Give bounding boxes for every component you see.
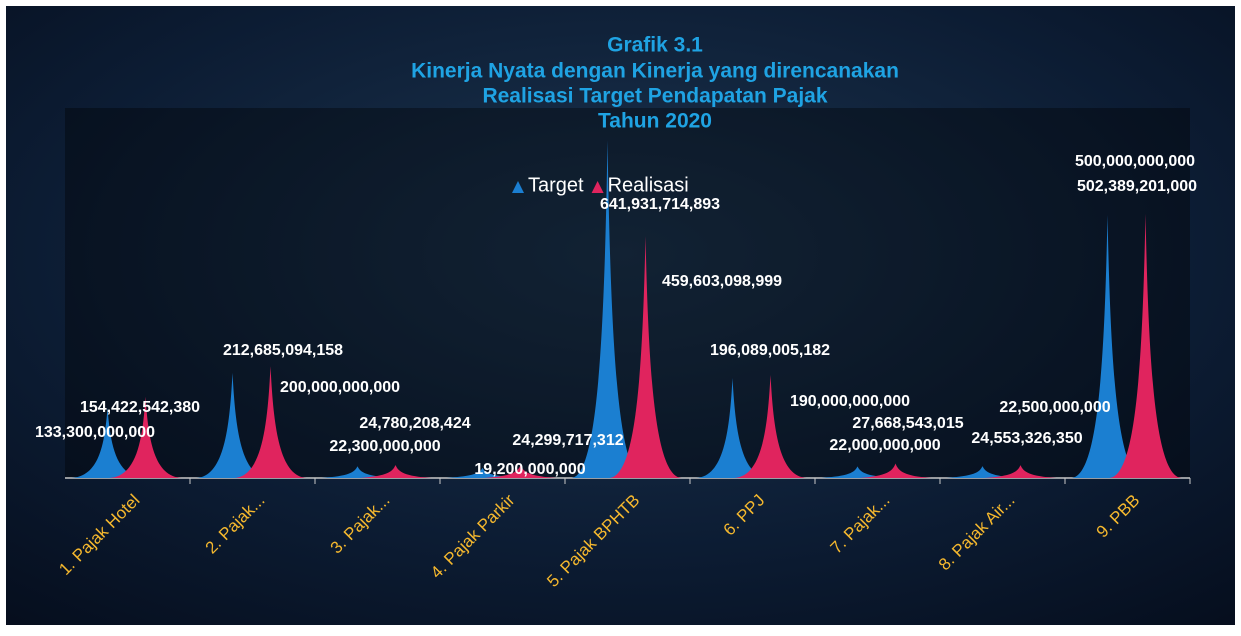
peak [1109, 213, 1182, 478]
data-label: 500,000,000,000 [1075, 153, 1195, 170]
peak [196, 372, 269, 478]
data-label: 24,553,326,350 [971, 430, 1082, 447]
legend-label: Target [528, 174, 584, 196]
peak [696, 378, 769, 478]
data-label: 22,000,000,000 [829, 437, 940, 454]
data-label: 22,500,000,000 [999, 399, 1110, 416]
data-label: 196,089,005,182 [710, 342, 830, 359]
peak [1071, 214, 1144, 478]
data-label: 22,300,000,000 [329, 438, 440, 455]
chart-title: Kinerja Nyata dengan Kinerja yang direnc… [411, 60, 899, 83]
data-label: 24,299,717,312 [512, 432, 623, 449]
data-label: 190,000,000,000 [790, 393, 910, 410]
chart-title: Tahun 2020 [598, 110, 712, 133]
data-label: 19,200,000,000 [474, 461, 585, 478]
peak [734, 374, 807, 478]
data-label: 24,780,208,424 [359, 415, 470, 432]
peak [609, 236, 682, 478]
peak [571, 140, 644, 478]
data-label: 133,300,000,000 [35, 424, 155, 441]
peak [946, 466, 1019, 478]
plot-area [65, 108, 1190, 478]
peak [359, 464, 432, 478]
peak [234, 366, 307, 478]
peak [984, 465, 1057, 478]
data-label: 459,603,098,999 [662, 273, 782, 290]
data-label: 641,931,714,893 [600, 196, 720, 213]
peak [821, 466, 894, 478]
peak [484, 465, 557, 478]
chart-title: Realisasi Target Pendapatan Pajak [482, 85, 827, 108]
data-label: 27,668,543,015 [852, 415, 963, 432]
data-label: 502,389,201,000 [1077, 178, 1197, 195]
legend-marker [591, 181, 604, 193]
peak [321, 466, 394, 478]
data-label: 154,422,542,380 [80, 399, 200, 416]
data-label: 212,685,094,158 [223, 342, 343, 359]
data-label: 200,000,000,000 [280, 379, 400, 396]
chart-title: Grafik 3.1 [607, 34, 703, 57]
peak [71, 407, 144, 478]
peak [109, 396, 182, 478]
peak [859, 463, 932, 478]
legend-label: Realisasi [608, 174, 689, 196]
background [6, 6, 1235, 625]
peak [446, 467, 519, 478]
legend-marker [512, 181, 524, 193]
